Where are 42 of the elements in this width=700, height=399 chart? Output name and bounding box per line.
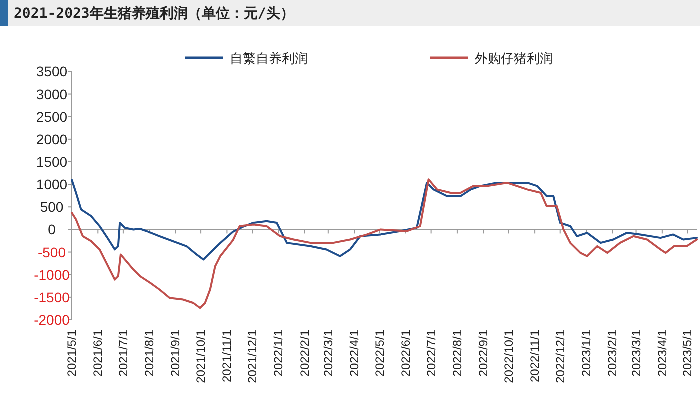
y-tick-label: 2000 xyxy=(36,131,68,148)
x-tick-label: 2021/10/1 xyxy=(194,330,208,384)
y-tick-label: 0 xyxy=(48,222,56,238)
x-tick-label: 2022/3/1 xyxy=(321,330,336,377)
y-tick-label: 1000 xyxy=(36,176,68,193)
y-tick-label: 2500 xyxy=(36,108,68,125)
x-tick-label: 2022/12/1 xyxy=(553,330,568,384)
x-tick-label: 2022/8/1 xyxy=(450,330,464,377)
legend-label: 自繁自养利润 xyxy=(230,51,308,67)
y-tick-label: -2000 xyxy=(34,312,70,328)
x-tick-label: 2023/2/1 xyxy=(606,330,620,377)
x-tick-label: 2022/10/1 xyxy=(502,330,516,384)
x-tick-label: 2021/12/1 xyxy=(246,330,260,384)
y-tick-label: -1500 xyxy=(34,289,70,306)
line-series xyxy=(71,178,698,310)
x-tick-label: 2022/2/1 xyxy=(298,330,312,377)
y-tick-label: -500 xyxy=(38,244,66,260)
x-tick-label: 2021/11/1 xyxy=(220,330,234,382)
x-tick-label: 2021/8/1 xyxy=(142,330,157,377)
x-tick-label: 2022/9/1 xyxy=(476,330,491,377)
y-tick-label: 500 xyxy=(40,199,64,216)
x-tick-label: 2023/3/1 xyxy=(629,330,644,377)
y-tick-label: 3000 xyxy=(36,86,68,102)
x-tick-label: 2023/4/1 xyxy=(655,330,670,377)
x-tick-label: 2022/6/1 xyxy=(399,330,414,377)
x-tick-label: 2022/5/1 xyxy=(372,330,387,377)
chart-title: 2021-2023年生猪养殖利润（单位：元/头） xyxy=(14,5,294,22)
x-tick-label: 2021/6/1 xyxy=(91,330,106,377)
x-tick-label: 2021/9/1 xyxy=(168,330,183,377)
x-tick-label: 2022/4/1 xyxy=(348,330,362,377)
y-tick-label: 1500 xyxy=(36,154,68,170)
x-tick-label: 2021/7/1 xyxy=(116,330,130,377)
y-tick-label: 3500 xyxy=(36,64,68,80)
x-tick-label: 2023/1/1 xyxy=(580,330,594,377)
y-tick-label: -1000 xyxy=(34,266,70,283)
x-tick-label: 2022/1/1 xyxy=(272,330,286,377)
legend-label: 外购仔猪利润 xyxy=(475,52,553,67)
x-tick-label: 2023/5/1 xyxy=(680,330,695,377)
line-series xyxy=(71,179,698,261)
x-tick-label: 2022/11/1 xyxy=(528,330,542,382)
x-tick-label: 2022/7/1 xyxy=(424,330,438,377)
x-tick-label: 2021/5/1 xyxy=(65,330,79,377)
